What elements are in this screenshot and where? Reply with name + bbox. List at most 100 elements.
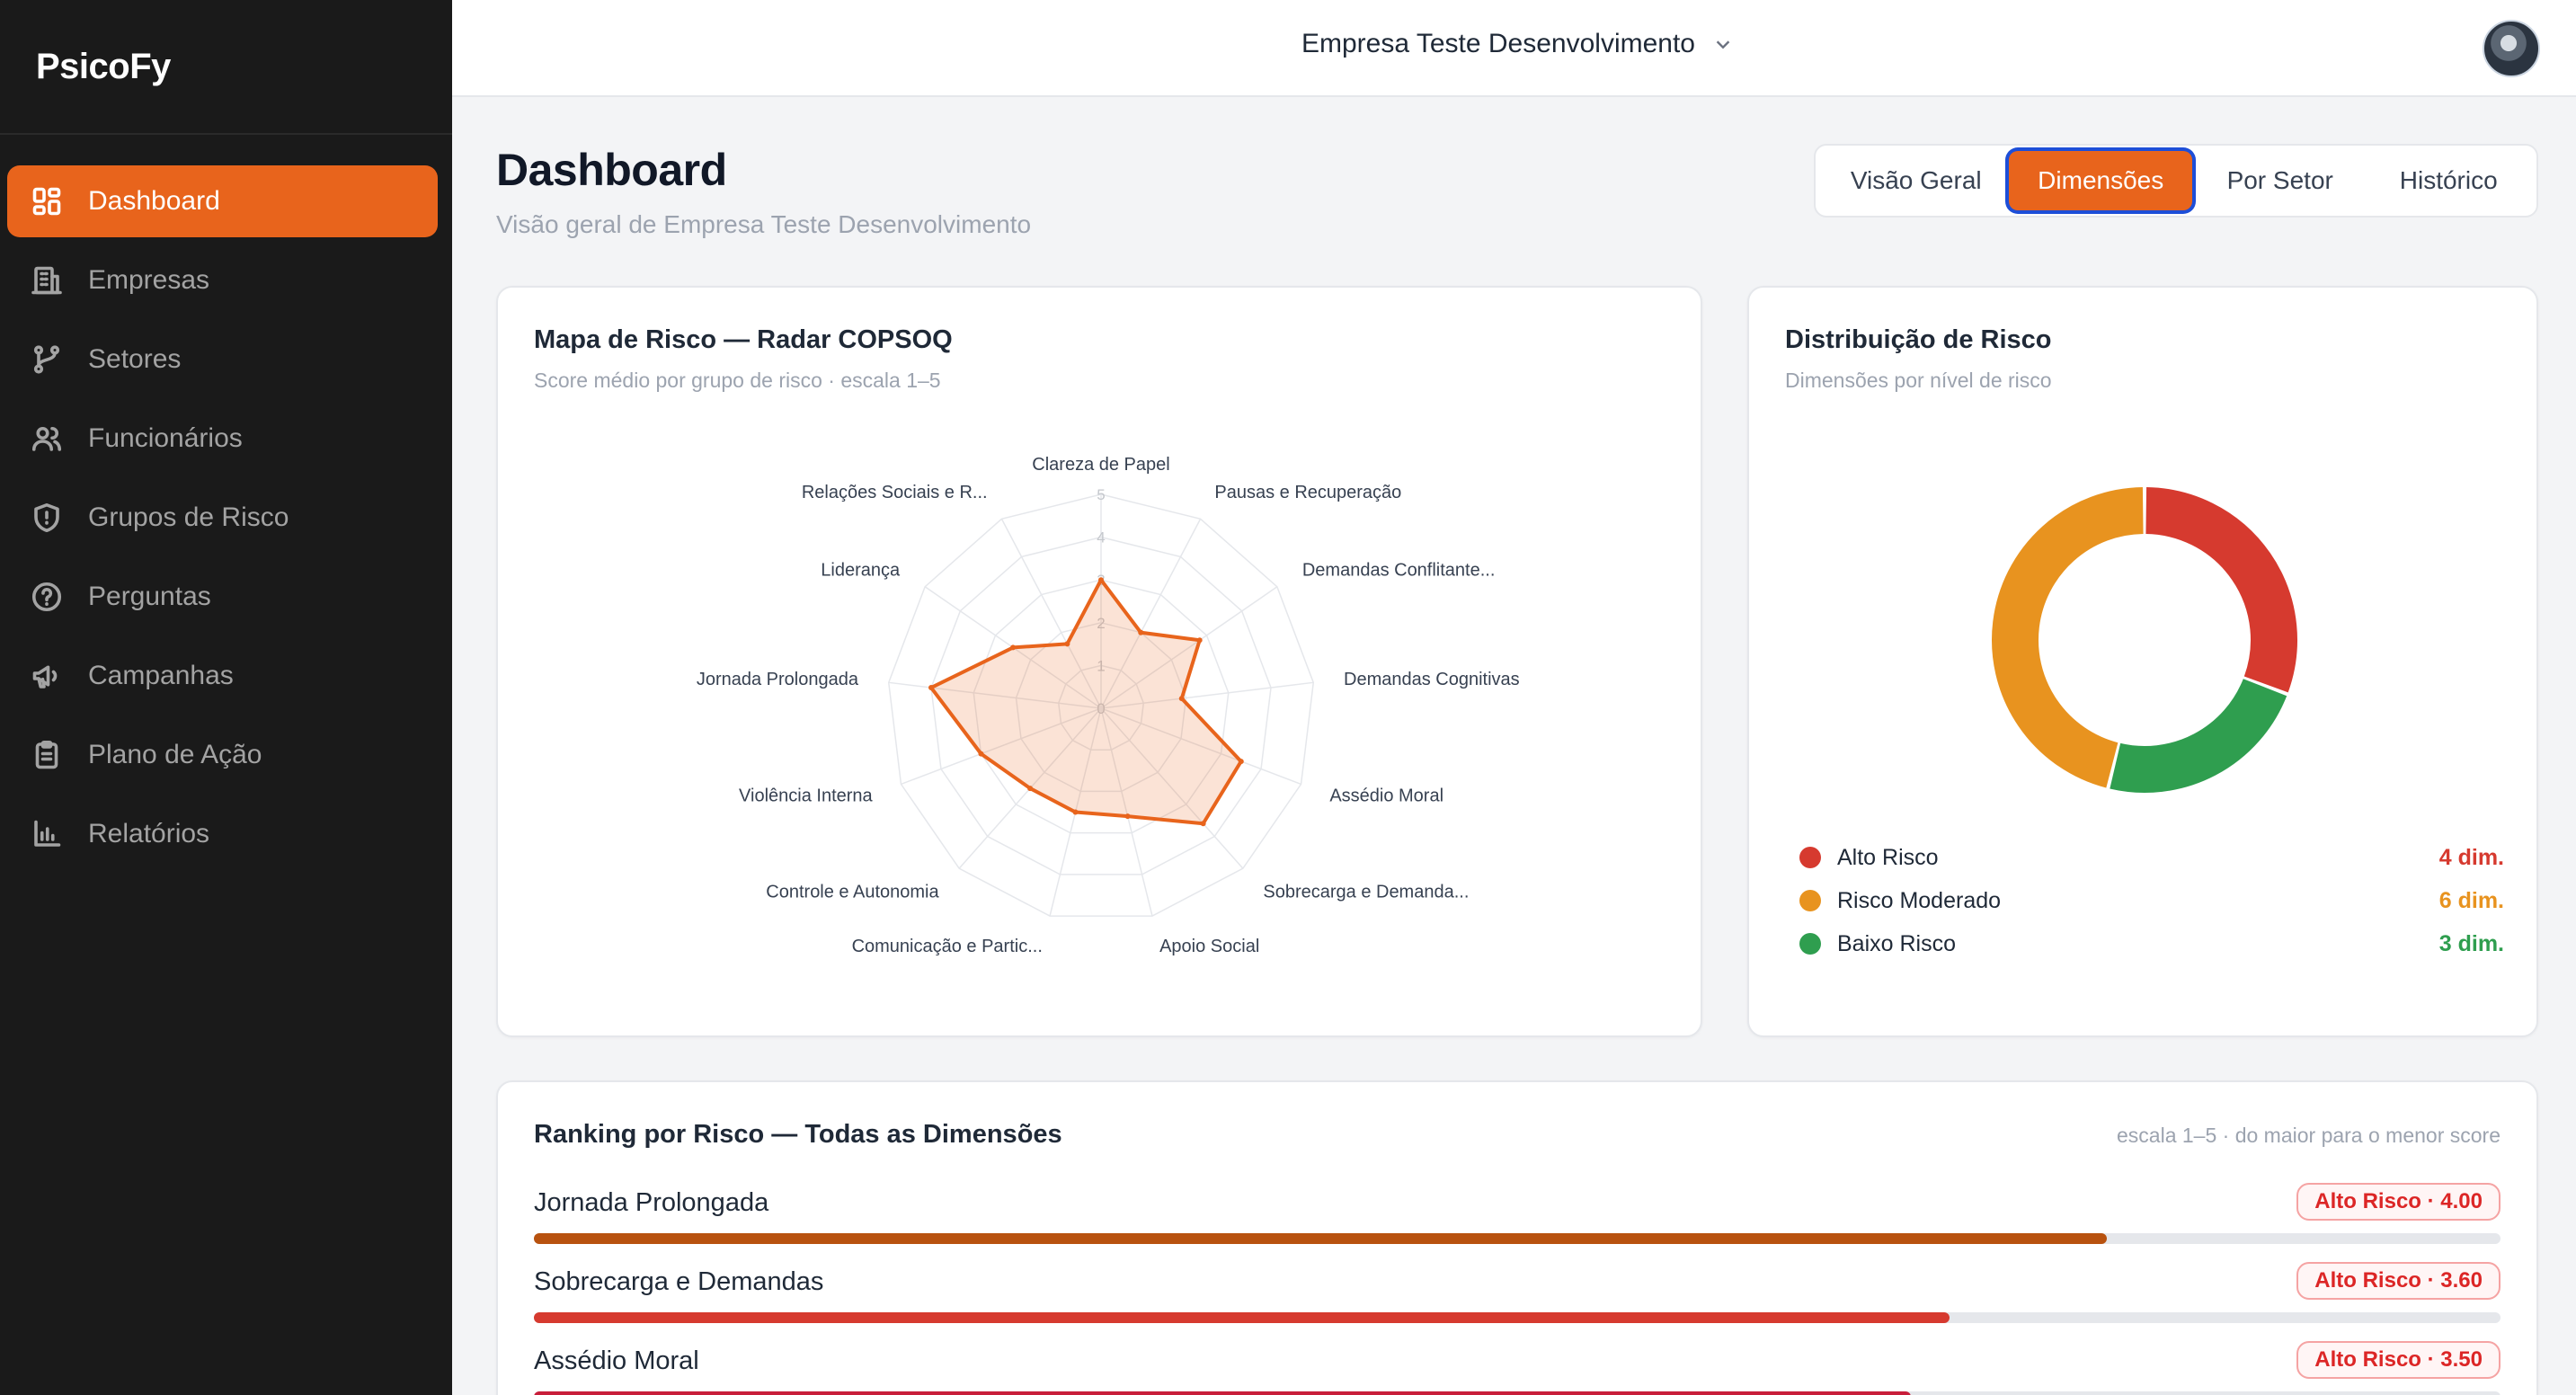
radar-grid-ring: [930, 536, 1272, 875]
branch-icon: [29, 342, 65, 378]
tab-dimensoes[interactable]: Dimensões: [2009, 151, 2192, 210]
page-title: Dashboard: [496, 145, 727, 195]
legend-item-alto-risco: Alto Risco 4 dim.: [1799, 836, 2504, 879]
view-tabs: Visão Geral Dimensões Por Setor Históric…: [1814, 144, 2538, 218]
sidebar-item-label: Plano de Ação: [88, 740, 262, 769]
radar-tick-label: 5: [1097, 486, 1105, 503]
radar-axis-label: Assédio Moral: [1329, 786, 1443, 805]
radar-point: [1124, 813, 1131, 820]
radar-point: [1064, 641, 1070, 647]
company-name: Empresa Teste Desenvolvimento: [1301, 29, 1695, 58]
radar-point: [1200, 821, 1206, 827]
radar-spoke: [1100, 586, 1278, 709]
radar-point: [1196, 637, 1203, 644]
sidebar-item-label: Relatórios: [88, 819, 210, 849]
page-subtitle: Visão geral de Empresa Teste Desenvolvim…: [496, 210, 1032, 238]
radar-axis-label: Liderança: [821, 560, 901, 580]
users-icon: [29, 421, 65, 457]
radar-axis-label: Jornada Prolongada: [697, 670, 859, 689]
radar-axis-label: Comunicação e Partic...: [852, 937, 1043, 956]
radar-tick-label: 4: [1097, 529, 1105, 546]
ranking-subtitle: escala 1–5 · do maior para o menor score: [2117, 1124, 2500, 1147]
radar-axis-label: Relações Sociais e R...: [802, 483, 988, 502]
legend-dot: [1799, 933, 1821, 955]
sidebar-item-label: Empresas: [88, 265, 210, 295]
ranking-bar-fill: [534, 1233, 2108, 1244]
distribution-title: Distribuição de Risco: [1785, 325, 2052, 354]
radar-axis-label: Demandas Conflitante...: [1302, 560, 1496, 580]
sidebar-item-campanhas[interactable]: Campanhas: [7, 640, 438, 712]
distribution-subtitle: Dimensões por nível de risco: [1785, 369, 2052, 392]
radar-grid-ring: [1015, 622, 1187, 793]
legend-value: 4 dim.: [2438, 844, 2504, 870]
donut-slice: [1992, 487, 2145, 788]
radar-axis-label: Apoio Social: [1159, 937, 1259, 956]
radar-tick-label: 2: [1097, 615, 1105, 632]
avatar[interactable]: [2483, 20, 2540, 77]
radar-tick-label: 1: [1097, 657, 1105, 674]
radar-axis-label: Pausas e Recuperação: [1214, 483, 1401, 502]
radar-grid-ring: [973, 579, 1230, 834]
sidebar-nav: Dashboard Empresas Setores Funcionários …: [0, 135, 452, 870]
legend-item-baixo-risco: Baixo Risco 3 dim.: [1799, 922, 2504, 965]
radar-grid-ring: [1057, 664, 1145, 751]
brand-logo[interactable]: PsicoFy: [0, 0, 452, 135]
ranking-bar-track: [534, 1233, 2500, 1244]
radar-spoke: [1100, 707, 1153, 917]
radar-spoke: [1100, 707, 1244, 869]
radar-series-area: [928, 578, 1243, 826]
company-selector[interactable]: Empresa Teste Desenvolvimento: [1301, 29, 1733, 59]
tab-historico[interactable]: Histórico: [2399, 166, 2498, 194]
sidebar-item-empresas[interactable]: Empresas: [7, 244, 438, 316]
question-icon: [29, 579, 65, 615]
sidebar-item-relatorios[interactable]: Relatórios: [7, 798, 438, 870]
radar-tick-label: 0: [1097, 700, 1105, 717]
clipboard-icon: [29, 737, 65, 773]
legend-value: 3 dim.: [2438, 930, 2504, 956]
sidebar-item-grupos-de-risco[interactable]: Grupos de Risco: [7, 482, 438, 554]
shield-icon: [29, 500, 65, 536]
sidebar-item-perguntas[interactable]: Perguntas: [7, 561, 438, 633]
megaphone-icon: [29, 658, 65, 694]
radar-axis-label: Sobrecarga e Demanda...: [1263, 883, 1469, 902]
risk-badge: Alto Risco · 4.00: [2296, 1183, 2500, 1221]
radar-point: [978, 751, 984, 757]
radar-title: Mapa de Risco — Radar COPSOQ: [534, 325, 953, 354]
donut-slice: [2145, 487, 2297, 693]
sidebar-item-label: Setores: [88, 344, 182, 374]
sidebar-item-dashboard[interactable]: Dashboard: [7, 165, 438, 237]
radar-spoke: [1100, 681, 1314, 709]
legend-dot: [1799, 890, 1821, 911]
risk-badge: Alto Risco · 3.50: [2296, 1341, 2500, 1379]
radar-axis-label: Clareza de Papel: [1032, 455, 1169, 475]
risk-badge: Alto Risco · 3.60: [2296, 1262, 2500, 1300]
donut-chart: [1992, 487, 2297, 793]
dashboard-icon: [29, 183, 65, 219]
radar-point: [1178, 696, 1185, 702]
legend-item-risco-moderado: Risco Moderado 6 dim.: [1799, 879, 2504, 922]
radar-grid-ring: [887, 493, 1315, 917]
sidebar: PsicoFy Dashboard Empresas Setores Funci…: [0, 0, 452, 1395]
distribution-card: Distribuição de Risco Dimensões por níve…: [1747, 286, 2538, 1037]
ranking-bar-track: [534, 1391, 2500, 1395]
tab-por-setor[interactable]: Por Setor: [2226, 166, 2333, 194]
radar-card: Mapa de Risco — Radar COPSOQ Score médio…: [496, 286, 1702, 1037]
legend-label: Baixo Risco: [1837, 930, 1956, 956]
radar-spoke: [1100, 518, 1202, 709]
bar-chart-icon: [29, 816, 65, 852]
ranking-card: Ranking por Risco — Todas as Dimensões e…: [496, 1080, 2538, 1395]
radar-point: [1138, 629, 1144, 635]
legend-value: 6 dim.: [2438, 887, 2504, 913]
tab-visao-geral[interactable]: Visão Geral: [1850, 166, 1982, 194]
sidebar-item-label: Perguntas: [88, 582, 211, 611]
chevron-down-icon: [1716, 40, 1730, 49]
sidebar-item-funcionarios[interactable]: Funcionários: [7, 403, 438, 475]
ranking-dimension-name: Jornada Prolongada: [534, 1188, 769, 1217]
topbar: Empresa Teste Desenvolvimento: [452, 0, 2576, 97]
donut-slice: [2110, 678, 2287, 793]
legend-label: Alto Risco: [1837, 844, 1939, 870]
sidebar-item-plano-de-acao[interactable]: Plano de Ação: [7, 719, 438, 791]
sidebar-item-label: Funcionários: [88, 423, 243, 453]
sidebar-item-setores[interactable]: Setores: [7, 324, 438, 395]
